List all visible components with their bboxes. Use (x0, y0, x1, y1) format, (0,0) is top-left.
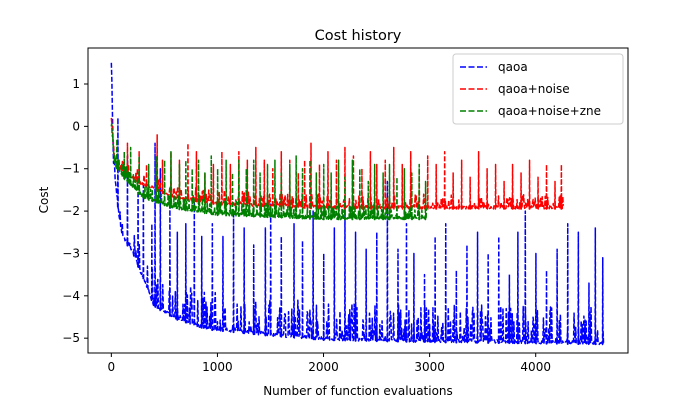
series-line-qaoa (110, 62, 605, 346)
y-tick-label: 0 (72, 119, 80, 133)
y-tick-label: −2 (62, 204, 80, 218)
x-axis: 0 1000 2000 3000 4000 (108, 353, 551, 374)
legend: qaoa qaoa+noise qaoa+noise+zne (452, 53, 624, 125)
series-line-qaoa-noise-zne (110, 122, 428, 221)
legend-label-qaoa-noise-zne: qaoa+noise+zne (498, 104, 601, 118)
legend-label-qaoa-noise: qaoa+noise (498, 82, 570, 96)
plot-area (110, 62, 605, 346)
y-tick-label: −4 (62, 289, 80, 303)
y-tick-label: 1 (72, 77, 80, 91)
legend-label-qaoa: qaoa (498, 60, 528, 74)
x-tick-label: 2000 (308, 360, 339, 374)
y-axis: 1 0 −1 −2 −3 −4 −5 (62, 77, 88, 345)
x-tick-label: 1000 (202, 360, 233, 374)
x-tick-label: 3000 (414, 360, 445, 374)
legend-box (452, 53, 624, 125)
y-tick-label: −5 (62, 331, 80, 345)
x-tick-label: 4000 (520, 360, 551, 374)
plot-frame (87, 47, 629, 354)
chart-title: Cost history (315, 28, 402, 44)
x-tick-label: 0 (108, 360, 116, 374)
series-layer (110, 62, 605, 346)
y-tick-label: −3 (62, 246, 80, 260)
y-axis-title: Cost (37, 186, 51, 213)
y-tick-label: −1 (62, 162, 80, 176)
x-axis-title: Number of function evaluations (263, 384, 453, 398)
